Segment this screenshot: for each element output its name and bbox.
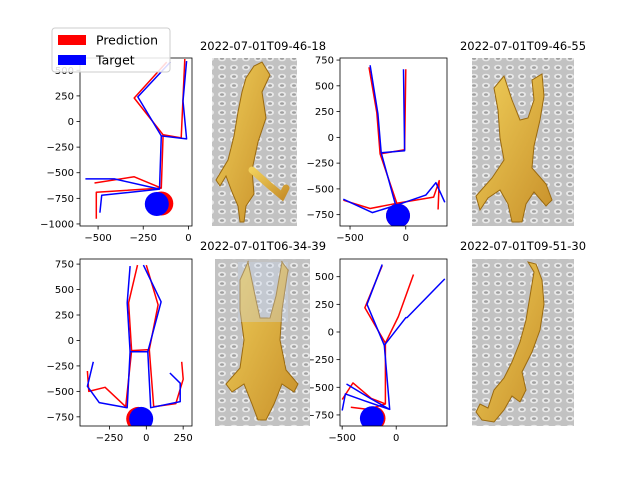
y-tick-label: 750 bbox=[315, 56, 334, 67]
scan-image-1 bbox=[212, 58, 297, 226]
y-tick-label: 500 bbox=[315, 272, 334, 283]
x-tick-label: 0 bbox=[403, 233, 409, 244]
y-tick-label: 250 bbox=[55, 91, 74, 102]
y-tick-label: 0 bbox=[328, 133, 334, 144]
prediction-line-0 bbox=[127, 264, 159, 352]
x-tick-label: 250 bbox=[174, 433, 193, 444]
y-tick-label: −750 bbox=[307, 210, 334, 221]
legend: Prediction Target bbox=[51, 27, 171, 73]
y-tick-label: −500 bbox=[47, 168, 74, 179]
y-tick-label: 250 bbox=[315, 107, 334, 118]
scan-image-2 bbox=[472, 58, 574, 226]
y-tick-label: 0 bbox=[68, 117, 74, 128]
image-title-2: 2022-07-01T09-46-55 bbox=[460, 39, 586, 53]
axes-frame bbox=[79, 258, 193, 427]
x-tick-label: 0 bbox=[143, 433, 149, 444]
legend-label-target: Target bbox=[95, 53, 135, 68]
target-line-1 bbox=[341, 345, 391, 411]
axes-frame bbox=[339, 258, 448, 427]
target-root-marker bbox=[144, 192, 169, 216]
y-tick-label: −250 bbox=[307, 159, 334, 170]
y-tick-label: 500 bbox=[55, 285, 74, 296]
prediction-line-2 bbox=[95, 187, 162, 219]
target-line-0 bbox=[369, 65, 406, 154]
y-tick-label: −750 bbox=[307, 410, 334, 421]
y-tick-label: −750 bbox=[47, 412, 74, 423]
target-root-marker bbox=[386, 203, 410, 226]
y-tick-label: 250 bbox=[55, 311, 74, 322]
scan-image-4 bbox=[472, 259, 574, 426]
target-line-2 bbox=[147, 351, 181, 409]
target-line-1 bbox=[342, 152, 397, 214]
y-tick-label: −750 bbox=[47, 194, 74, 205]
scan-image-3 bbox=[215, 259, 310, 426]
prediction-line-1 bbox=[94, 134, 164, 189]
legend-label-prediction: Prediction bbox=[96, 33, 158, 48]
target-line-1 bbox=[86, 351, 131, 409]
y-tick-label: −250 bbox=[47, 361, 74, 372]
image-title-4: 2022-07-01T09-51-30 bbox=[460, 239, 586, 253]
x-tick-label: 0 bbox=[185, 233, 191, 244]
y-tick-label: −250 bbox=[307, 355, 334, 366]
target-line-0 bbox=[137, 61, 188, 140]
plot-bottom-left: −250 0 250 −750 −500 −250 0 250 500 750 bbox=[47, 258, 193, 444]
y-tick-label: −500 bbox=[47, 387, 74, 398]
legend-swatch-prediction bbox=[58, 35, 86, 45]
prediction-line-0 bbox=[364, 265, 415, 344]
y-tick-label: 250 bbox=[315, 300, 334, 311]
prediction-line-2 bbox=[148, 349, 184, 408]
target-line-0 bbox=[126, 264, 162, 353]
y-tick-label: 750 bbox=[55, 260, 74, 271]
plot-bottom-middle: −500 0 −750 −500 −250 0 250 500 bbox=[307, 258, 448, 444]
prediction-line-0 bbox=[368, 67, 407, 155]
x-tick-label: −500 bbox=[336, 233, 363, 244]
target-line-0 bbox=[366, 264, 446, 347]
y-tick-label: −500 bbox=[307, 383, 334, 394]
target-line-2 bbox=[99, 188, 160, 213]
y-tick-label: −1000 bbox=[40, 219, 74, 230]
target-root-marker bbox=[129, 406, 154, 426]
prediction-line-1 bbox=[86, 350, 133, 408]
target-line-2 bbox=[395, 181, 446, 207]
y-tick-label: 500 bbox=[315, 81, 334, 92]
target-root-marker bbox=[359, 406, 384, 426]
y-tick-label: 0 bbox=[328, 327, 334, 338]
legend-swatch-target bbox=[58, 55, 86, 65]
image-title-3: 2022-07-01T06-34-39 bbox=[200, 239, 326, 253]
y-tick-label: 0 bbox=[68, 336, 74, 347]
y-tick-label: −250 bbox=[47, 143, 74, 154]
plot-top-middle: −500 0 −750 −500 −250 0 250 500 750 bbox=[307, 56, 448, 244]
y-tick-label: −500 bbox=[307, 184, 334, 195]
x-tick-label: 0 bbox=[393, 433, 399, 444]
x-tick-label: −250 bbox=[96, 433, 123, 444]
x-tick-label: −500 bbox=[84, 233, 111, 244]
image-title-1: 2022-07-01T09-46-18 bbox=[200, 39, 326, 53]
target-line-2 bbox=[346, 383, 391, 411]
axes-frame bbox=[339, 57, 448, 227]
prediction-line-2 bbox=[396, 179, 440, 210]
target-line-1 bbox=[85, 135, 163, 190]
x-tick-label: −250 bbox=[129, 233, 156, 244]
x-tick-label: −500 bbox=[328, 433, 355, 444]
